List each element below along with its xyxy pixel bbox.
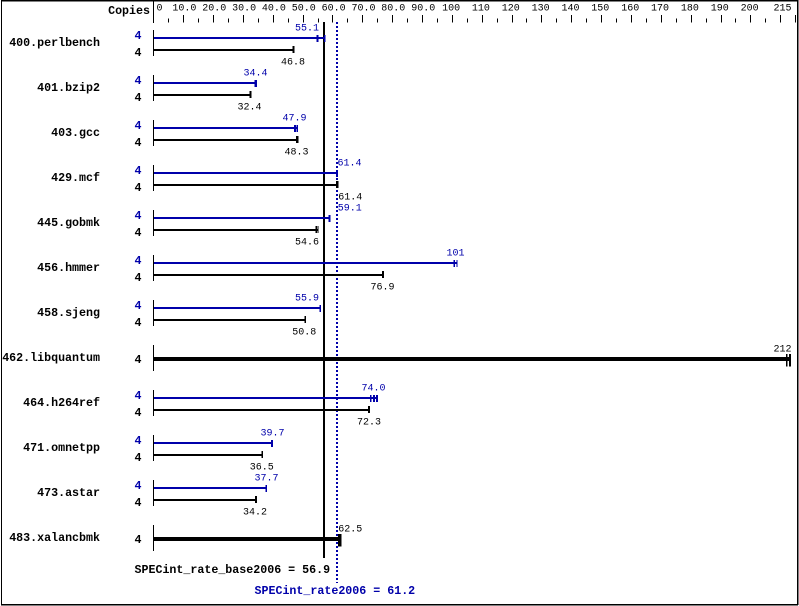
svg-text:37.7: 37.7	[255, 474, 279, 485]
svg-text:32.4: 32.4	[238, 103, 262, 114]
svg-text:Copies: Copies	[108, 5, 150, 18]
svg-text:100: 100	[442, 4, 460, 15]
svg-text:20.0: 20.0	[202, 4, 226, 15]
svg-text:4: 4	[135, 452, 142, 465]
svg-text:72.3: 72.3	[357, 418, 381, 429]
svg-text:473.astar: 473.astar	[37, 487, 100, 500]
svg-text:4: 4	[135, 165, 142, 178]
svg-text:4: 4	[135, 210, 142, 223]
svg-text:SPECint_rate_base2006 = 56.9: SPECint_rate_base2006 = 56.9	[135, 564, 331, 577]
svg-text:4: 4	[135, 390, 142, 403]
svg-text:429.mcf: 429.mcf	[51, 172, 100, 185]
svg-text:50.0: 50.0	[292, 4, 316, 15]
svg-text:101: 101	[447, 249, 465, 260]
svg-text:4: 4	[135, 227, 142, 240]
svg-text:34.2: 34.2	[243, 508, 267, 519]
svg-text:4: 4	[135, 120, 142, 133]
svg-text:215: 215	[774, 4, 792, 15]
svg-text:4: 4	[135, 137, 142, 150]
svg-text:4: 4	[135, 75, 142, 88]
svg-text:170: 170	[651, 4, 669, 15]
svg-text:30.0: 30.0	[232, 4, 256, 15]
svg-text:39.7: 39.7	[261, 429, 285, 440]
svg-text:34.4: 34.4	[244, 69, 268, 80]
svg-text:471.omnetpp: 471.omnetpp	[23, 442, 100, 455]
svg-text:50.8: 50.8	[292, 328, 316, 339]
svg-text:212: 212	[774, 344, 792, 355]
svg-text:80.0: 80.0	[381, 4, 405, 15]
svg-text:61.4: 61.4	[338, 193, 362, 204]
svg-text:140: 140	[561, 4, 579, 15]
svg-text:60.0: 60.0	[322, 4, 346, 15]
svg-text:4: 4	[135, 497, 142, 510]
svg-text:46.8: 46.8	[281, 58, 305, 69]
svg-text:90.0: 90.0	[411, 4, 435, 15]
svg-text:61.4: 61.4	[338, 159, 362, 170]
svg-text:4: 4	[135, 407, 142, 420]
svg-text:456.hmmer: 456.hmmer	[37, 262, 100, 275]
svg-text:74.0: 74.0	[362, 384, 386, 395]
svg-text:55.1: 55.1	[295, 24, 319, 35]
svg-text:483.xalancbmk: 483.xalancbmk	[9, 532, 100, 545]
svg-text:47.9: 47.9	[283, 114, 307, 125]
svg-text:40.0: 40.0	[262, 4, 286, 15]
svg-text:401.bzip2: 401.bzip2	[37, 82, 100, 95]
svg-text:130: 130	[532, 4, 550, 15]
svg-text:76.9: 76.9	[371, 283, 395, 294]
svg-text:4: 4	[135, 317, 142, 330]
svg-text:0: 0	[157, 4, 163, 15]
svg-text:120: 120	[502, 4, 520, 15]
svg-text:445.gobmk: 445.gobmk	[37, 217, 100, 230]
svg-text:4: 4	[135, 30, 142, 43]
svg-text:150: 150	[591, 4, 609, 15]
svg-text:62.5: 62.5	[338, 524, 362, 535]
svg-text:54.6: 54.6	[295, 238, 319, 249]
svg-text:59.1: 59.1	[338, 204, 362, 215]
svg-text:4: 4	[135, 534, 142, 547]
svg-text:462.libquantum: 462.libquantum	[2, 352, 100, 365]
svg-text:48.3: 48.3	[285, 148, 309, 159]
svg-text:10.0: 10.0	[172, 4, 196, 15]
svg-text:4: 4	[135, 92, 142, 105]
svg-text:4: 4	[135, 47, 142, 60]
svg-text:4: 4	[135, 354, 142, 367]
svg-text:4: 4	[135, 255, 142, 268]
svg-text:180: 180	[681, 4, 699, 15]
svg-text:458.sjeng: 458.sjeng	[37, 307, 100, 320]
svg-text:4: 4	[135, 272, 142, 285]
svg-text:160: 160	[621, 4, 639, 15]
svg-text:403.gcc: 403.gcc	[51, 127, 100, 140]
svg-text:4: 4	[135, 182, 142, 195]
svg-text:110: 110	[472, 4, 490, 15]
svg-text:4: 4	[135, 435, 142, 448]
svg-text:SPECint_rate2006 = 61.2: SPECint_rate2006 = 61.2	[255, 585, 416, 598]
svg-text:36.5: 36.5	[250, 463, 274, 474]
svg-text:190: 190	[711, 4, 729, 15]
svg-text:70.0: 70.0	[351, 4, 375, 15]
svg-text:464.h264ref: 464.h264ref	[23, 397, 100, 410]
svg-text:4: 4	[135, 480, 142, 493]
svg-text:55.9: 55.9	[295, 294, 319, 305]
svg-text:4: 4	[135, 300, 142, 313]
svg-text:200: 200	[741, 4, 759, 15]
svg-text:400.perlbench: 400.perlbench	[9, 37, 100, 50]
